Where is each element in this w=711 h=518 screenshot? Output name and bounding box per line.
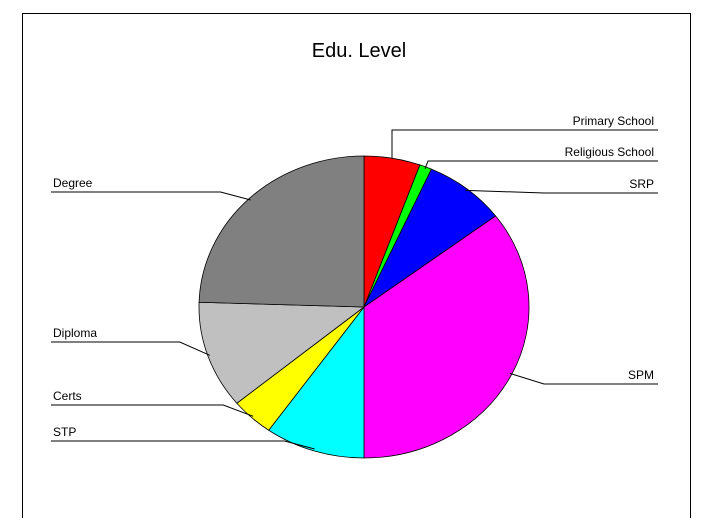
pie-slice-degree — [198, 155, 365, 308]
slice-label-spm: SPM — [628, 368, 654, 382]
slice-label-primary-school: Primary School — [573, 114, 654, 128]
leader-line-religious-school — [424, 160, 658, 169]
slice-labels: Primary School Religious School SRP SPM STP C… — [53, 114, 654, 439]
leader-line-spm — [509, 372, 658, 385]
leader-line-diploma — [51, 341, 211, 356]
leader-line-primary-school — [391, 129, 658, 159]
leader-line-stp — [51, 440, 315, 450]
chart-title: Edu. Level — [312, 40, 407, 62]
leader-line-srp — [465, 189, 658, 194]
slice-label-stp: STP — [53, 425, 76, 439]
leader-line-degree — [51, 191, 251, 201]
pie-slice-stp — [268, 305, 365, 459]
leader-line-certs — [51, 404, 254, 417]
pie-slice-diploma — [198, 301, 366, 404]
slice-label-srp: SRP — [629, 177, 654, 191]
slice-label-certs: Certs — [53, 389, 82, 403]
slice-label-diploma: Diploma — [53, 326, 97, 340]
slice-label-degree: Degree — [53, 176, 93, 190]
slice-label-religious-school: Religious School — [565, 145, 654, 159]
leader-lines — [51, 129, 658, 450]
pie-slices — [198, 155, 530, 459]
